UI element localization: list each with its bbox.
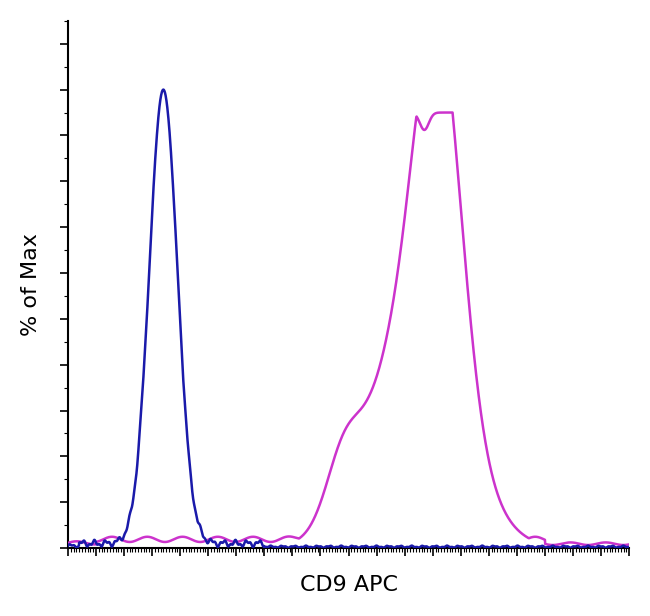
Y-axis label: % of Max: % of Max [21, 233, 41, 336]
X-axis label: CD9 APC: CD9 APC [300, 575, 398, 595]
